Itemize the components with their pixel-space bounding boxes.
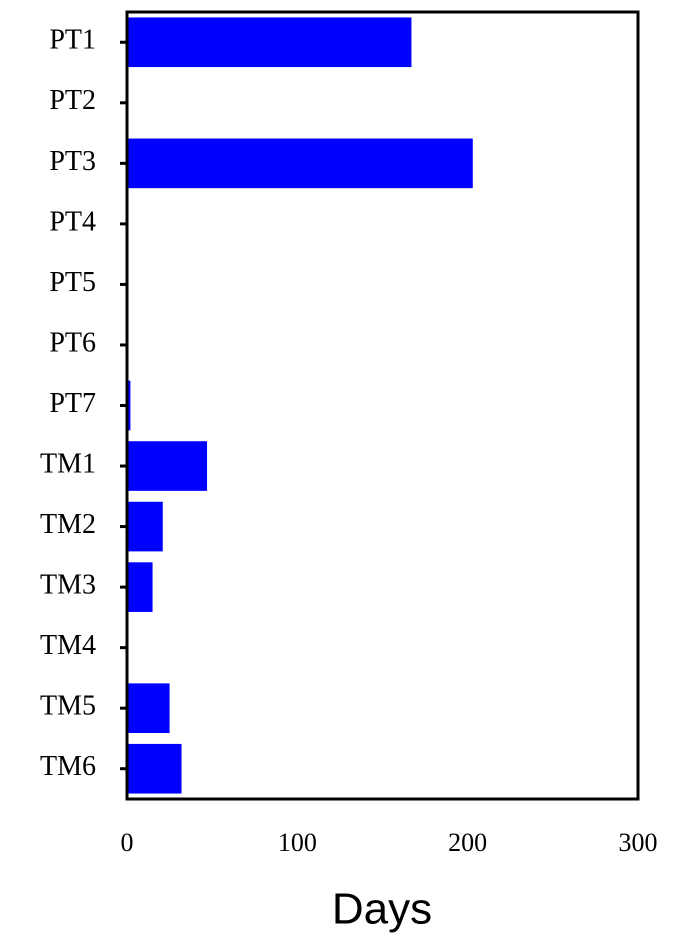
x-axis-label: Days	[332, 885, 432, 934]
y-tick-label: TM1	[40, 448, 96, 479]
y-tick-label: PT1	[49, 25, 96, 56]
y-tick-label: TM6	[40, 751, 96, 782]
bar	[127, 683, 170, 734]
bar	[127, 501, 163, 552]
bar	[127, 743, 182, 794]
y-tick-label: TM3	[40, 570, 96, 601]
y-tick-label: PT3	[49, 146, 96, 177]
y-tick-label: TM4	[40, 630, 96, 661]
y-tick-label: TM2	[40, 509, 96, 540]
x-tick-label: 300	[619, 828, 658, 857]
bar	[127, 380, 131, 431]
bar	[127, 441, 208, 491]
bar	[127, 562, 153, 612]
y-tick-label: TM5	[40, 691, 96, 722]
x-tick-label: 100	[278, 828, 317, 857]
bar	[127, 138, 473, 189]
y-tick-label: PT4	[49, 206, 96, 237]
y-tick-label: PT6	[49, 327, 96, 358]
y-tick-label: PT5	[49, 267, 96, 298]
plot-frame	[125, 10, 640, 801]
y-tick-label: PT7	[49, 388, 96, 419]
bar	[127, 17, 412, 68]
x-tick-label: 0	[121, 828, 134, 857]
x-tick-label: 200	[448, 828, 487, 857]
y-tick-label: PT2	[49, 85, 96, 116]
